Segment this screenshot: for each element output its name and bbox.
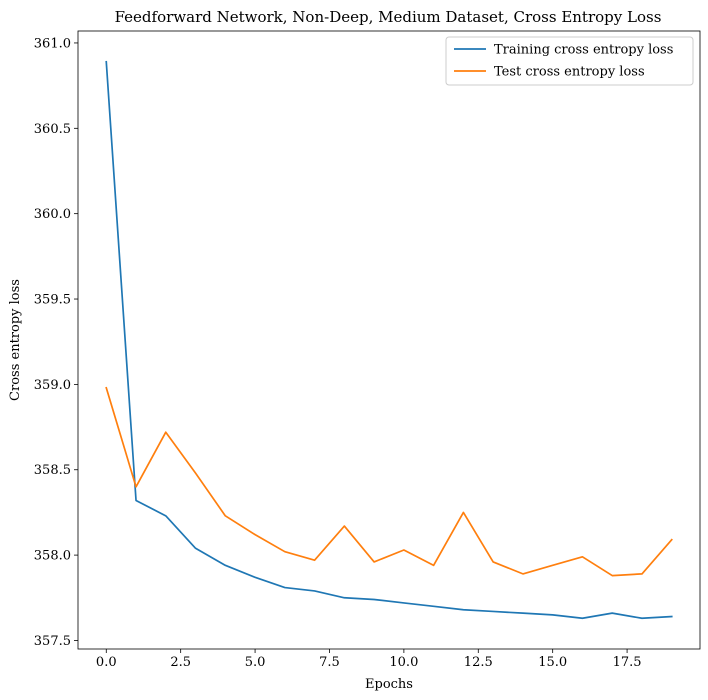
y-axis-ticks: 357.5 358.0 358.5 359.0 359.5 360.0 360.5 361.0	[34, 36, 78, 649]
series-line-test	[105, 386, 673, 577]
y-tick-label: 359.5	[34, 293, 71, 308]
x-tick-label: 17.5	[613, 655, 642, 670]
legend-box	[445, 36, 694, 86]
legend-label-test: Test cross entropy loss	[494, 65, 645, 80]
x-tick-label: 10.0	[389, 655, 418, 670]
y-tick-label: 360.0	[34, 207, 71, 222]
y-axis-label: Cross entropy loss	[8, 279, 23, 401]
y-tick-label: 357.5	[34, 634, 71, 649]
plot-area	[78, 31, 700, 649]
y-tick-label: 358.5	[34, 463, 71, 478]
x-tick-label: 2.5	[170, 655, 191, 670]
y-tick-label: 358.0	[34, 549, 71, 564]
series-line-training	[105, 60, 673, 620]
x-tick-label: 7.5	[319, 655, 340, 670]
x-tick-label: 0.0	[96, 655, 117, 670]
legend-label-training: Training cross entropy loss	[494, 43, 673, 58]
chart-title: Feedforward Network, Non-Deep, Medium Da…	[115, 8, 662, 26]
series-layer	[105, 60, 673, 620]
plot-frame	[77, 30, 701, 650]
x-axis-ticks: 0.0 2.5 5.0 7.5 10.0 12.5 15.0 17.5	[96, 649, 642, 670]
y-tick-label: 359.0	[34, 378, 71, 393]
x-axis-label: Epochs	[365, 677, 413, 692]
y-tick-label: 361.0	[34, 36, 71, 51]
x-tick-label: 15.0	[538, 655, 567, 670]
x-tick-label: 12.5	[464, 655, 493, 670]
legend-items: Training cross entropy loss Test cross en…	[454, 43, 673, 80]
x-tick-label: 5.0	[245, 655, 266, 670]
y-tick-label: 360.5	[34, 122, 71, 137]
legend: Training cross entropy loss Test cross en…	[445, 36, 694, 86]
